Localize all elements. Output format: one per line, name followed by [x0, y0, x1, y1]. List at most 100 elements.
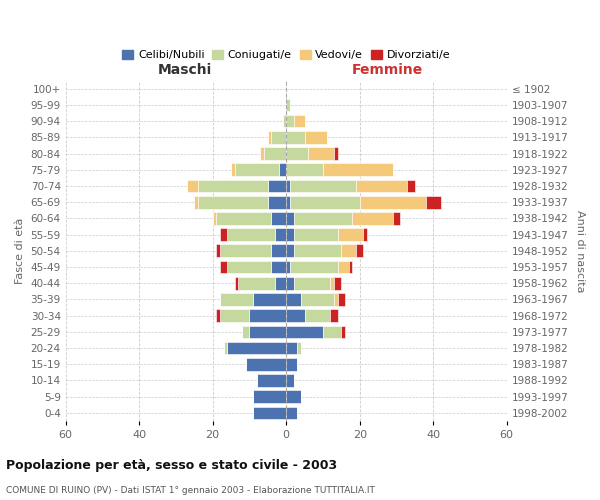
Bar	[301, 293, 334, 306]
Bar	[242, 326, 250, 338]
Bar	[334, 148, 338, 160]
Bar	[198, 180, 268, 192]
Bar	[356, 180, 407, 192]
Bar	[224, 342, 227, 354]
Bar	[286, 260, 290, 274]
Bar	[250, 310, 286, 322]
Bar	[235, 277, 238, 289]
Bar	[286, 293, 301, 306]
Bar	[338, 228, 364, 241]
Bar	[253, 390, 286, 403]
Bar	[275, 228, 286, 241]
Bar	[334, 293, 338, 306]
Bar	[286, 342, 297, 354]
Bar	[331, 277, 334, 289]
Bar	[286, 98, 290, 112]
Bar	[293, 244, 341, 257]
Bar	[231, 164, 235, 176]
Bar	[286, 358, 297, 370]
Text: Femmine: Femmine	[352, 63, 423, 77]
Bar	[238, 277, 275, 289]
Bar	[217, 244, 220, 257]
Bar	[290, 180, 356, 192]
Bar	[286, 196, 290, 208]
Bar	[235, 164, 279, 176]
Bar	[305, 131, 326, 143]
Bar	[246, 358, 286, 370]
Bar	[217, 310, 220, 322]
Bar	[293, 228, 338, 241]
Bar	[290, 260, 338, 274]
Bar	[349, 260, 352, 274]
Bar	[253, 406, 286, 419]
Bar	[360, 196, 426, 208]
Bar	[271, 260, 286, 274]
Bar	[364, 228, 367, 241]
Bar	[286, 310, 305, 322]
Bar	[334, 277, 341, 289]
Bar	[331, 310, 338, 322]
Bar	[293, 277, 331, 289]
Bar	[286, 164, 323, 176]
Bar	[279, 164, 286, 176]
Bar	[264, 148, 286, 160]
Bar	[286, 390, 301, 403]
Bar	[286, 115, 293, 128]
Bar	[283, 115, 286, 128]
Bar	[250, 326, 286, 338]
Y-axis label: Anni di nascita: Anni di nascita	[575, 210, 585, 292]
Bar	[308, 148, 334, 160]
Bar	[268, 131, 271, 143]
Bar	[227, 342, 286, 354]
Bar	[220, 310, 250, 322]
Bar	[338, 293, 345, 306]
Bar	[290, 196, 360, 208]
Bar	[220, 228, 227, 241]
Bar	[286, 148, 308, 160]
Bar	[407, 180, 415, 192]
Bar	[323, 326, 341, 338]
Bar	[286, 131, 305, 143]
Bar	[268, 196, 286, 208]
Bar	[217, 212, 271, 224]
Bar	[426, 196, 440, 208]
Bar	[286, 244, 293, 257]
Bar	[297, 342, 301, 354]
Bar	[198, 196, 268, 208]
Bar	[257, 374, 286, 387]
Bar	[275, 277, 286, 289]
Bar	[393, 212, 400, 224]
Bar	[212, 212, 217, 224]
Bar	[220, 244, 271, 257]
Bar	[220, 293, 253, 306]
Bar	[220, 260, 227, 274]
Bar	[305, 310, 331, 322]
Bar	[253, 293, 286, 306]
Bar	[356, 244, 364, 257]
Bar	[227, 228, 275, 241]
Bar	[341, 244, 356, 257]
Text: Popolazione per età, sesso e stato civile - 2003: Popolazione per età, sesso e stato civil…	[6, 460, 337, 472]
Y-axis label: Fasce di età: Fasce di età	[15, 218, 25, 284]
Legend: Celibi/Nubili, Coniugati/e, Vedovi/e, Divorziati/e: Celibi/Nubili, Coniugati/e, Vedovi/e, Di…	[118, 46, 454, 64]
Bar	[286, 374, 293, 387]
Bar	[271, 212, 286, 224]
Bar	[271, 131, 286, 143]
Bar	[271, 244, 286, 257]
Bar	[338, 260, 349, 274]
Text: Maschi: Maschi	[158, 63, 212, 77]
Bar	[293, 115, 305, 128]
Bar	[227, 260, 271, 274]
Bar	[260, 148, 264, 160]
Bar	[286, 277, 293, 289]
Bar	[323, 164, 393, 176]
Bar	[286, 326, 323, 338]
Bar	[268, 180, 286, 192]
Bar	[286, 228, 293, 241]
Bar	[286, 212, 293, 224]
Bar	[187, 180, 198, 192]
Bar	[293, 212, 352, 224]
Bar	[286, 180, 290, 192]
Bar	[194, 196, 198, 208]
Bar	[352, 212, 393, 224]
